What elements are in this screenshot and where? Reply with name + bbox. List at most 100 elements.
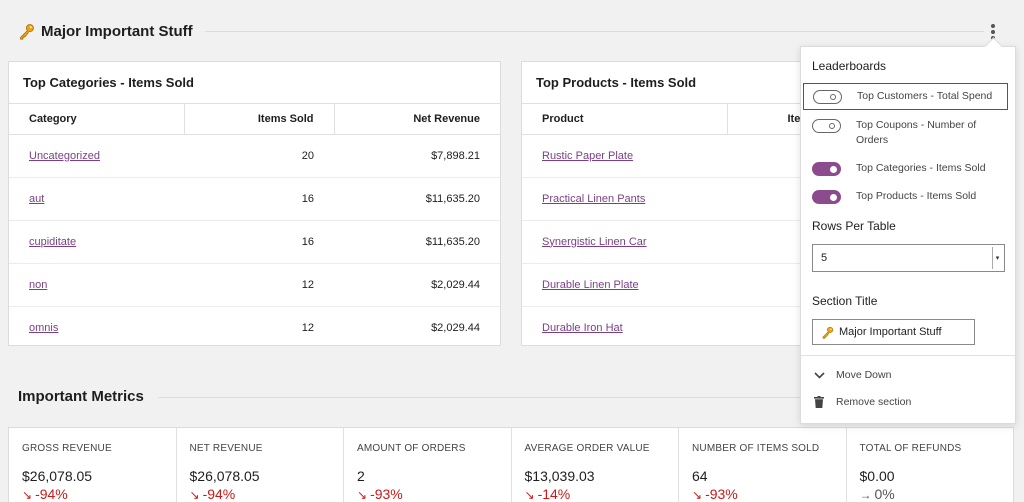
table-row: non 12 $2,029.44 [9, 263, 500, 307]
trend-down-icon: ↘ [524, 488, 535, 502]
net-revenue-cell: $7,898.21 [334, 134, 500, 178]
chevron-down-icon [813, 371, 825, 379]
metric-value: $13,039.03 [524, 468, 595, 484]
column-header-product[interactable]: Product [522, 104, 727, 135]
trend-flat-icon: → [859, 488, 872, 502]
metric-label: Amount of Orders [357, 443, 466, 454]
table-row: Uncategorized 20 $7,898.21 [9, 134, 500, 178]
net-revenue-cell: $11,635.20 [334, 177, 500, 221]
product-link[interactable]: Rustic Paper Plate [542, 149, 634, 162]
items-sold-cell: 16 [184, 177, 334, 221]
column-header-items-sold[interactable]: Items Sold [183, 104, 334, 135]
leaderboard-title: Top Products - Items Sold [522, 62, 1013, 104]
toggle-switch[interactable] [813, 90, 842, 104]
section-divider [205, 31, 984, 32]
category-link[interactable]: cupiditate [29, 235, 77, 248]
table-header-row: Category Items Sold Net Revenue [9, 104, 500, 135]
table-row: cupiditate 16 $11,635.20 [9, 220, 500, 264]
trend-down-icon: ↘ [692, 488, 703, 502]
metric-delta: -93% [370, 486, 403, 502]
metric-amount-of-orders[interactable]: Amount of Orders 2 ↘ -93% [343, 428, 511, 502]
metrics-divider [158, 397, 809, 398]
metric-delta: 0% [874, 486, 895, 502]
section-header: Major Important Stuff [18, 20, 193, 42]
metric-delta: -94% [35, 486, 68, 502]
leaderboard-table: Category Items Sold Net Revenue Uncatego… [9, 104, 500, 345]
toggle-label: Top Customers - Total Spend [857, 90, 993, 102]
move-down-button[interactable]: Move Down [813, 369, 891, 381]
leaderboards-heading: Leaderboards [812, 59, 887, 73]
net-revenue-cell: $2,029.44 [334, 263, 500, 307]
toggle-label: Top Coupons - Number of Orders [856, 119, 977, 146]
metric-net-revenue[interactable]: Net Revenue $26,078.05 ↘ -94% [175, 428, 344, 502]
metric-gross-revenue[interactable]: Gross Revenue $26,078.05 ↘ -94% [9, 428, 176, 502]
section-title-value: Major Important Stuff [839, 326, 942, 338]
metric-label: Average Order Value [524, 443, 650, 454]
toggle-top-products[interactable]: Top Products - Items Sold [803, 184, 1008, 209]
toggle-switch[interactable] [812, 190, 841, 204]
rows-per-table-value: 5 [821, 252, 828, 264]
items-sold-cell: 12 [301, 321, 314, 334]
section-title-heading: Section Title [812, 294, 878, 308]
metrics-summary: Gross Revenue $26,078.05 ↘ -94% Net Reven… [8, 427, 1014, 502]
column-header-category[interactable]: Category [9, 104, 184, 135]
metric-number-of-items-sold[interactable]: Number of Items Sold 64 ↘ -93% [678, 428, 846, 502]
section-title-input[interactable]: Major Important Stuff [812, 319, 975, 345]
toggle-top-categories[interactable]: Top Categories - Items Sold [803, 156, 1008, 181]
product-link[interactable]: Practical Linen Pants [542, 192, 646, 205]
toggle-switch[interactable] [812, 162, 841, 176]
leaderboard-top-categories: Top Categories - Items Sold Category Ite… [8, 61, 501, 346]
metric-average-order-value[interactable]: Average Order Value $13,039.03 ↘ -14% [510, 428, 679, 502]
items-sold-cell: 16 [184, 220, 334, 264]
rows-per-table-heading: Rows Per Table [812, 219, 896, 233]
table-row: omnis 12 $2,029.44 [9, 306, 500, 345]
move-down-label: Move Down [836, 369, 892, 381]
section-title: Major Important Stuff [41, 22, 193, 40]
metrics-section-title: Important Metrics [18, 388, 144, 405]
select-arrows-icon: ▾ [992, 247, 1002, 269]
metric-label: Number of Items Sold [692, 443, 820, 454]
toggle-switch[interactable] [812, 119, 841, 133]
toggle-label: Top Categories - Items Sold [856, 162, 986, 174]
net-revenue-cell: $2,029.44 [431, 321, 480, 334]
metric-value: $26,078.05 [22, 468, 93, 484]
metric-value: 2 [357, 468, 365, 484]
metric-delta: -93% [705, 486, 738, 502]
net-revenue-cell: $11,635.20 [334, 220, 500, 264]
items-sold-cell: 12 [184, 263, 334, 307]
toggle-label: Top Products - Items Sold [856, 190, 977, 202]
section-settings-popover: Leaderboards Top Customers - Total Spend… [800, 46, 1016, 424]
metric-value: 64 [692, 468, 708, 484]
metric-label: Gross Revenue [22, 443, 112, 454]
metric-total-of-refunds[interactable]: Total of Refunds $0.00 → 0% [845, 428, 1014, 502]
key-icon [20, 23, 34, 40]
metric-delta: -94% [202, 486, 236, 502]
toggle-top-coupons[interactable]: Top Coupons - Number of Orders [803, 113, 1008, 153]
category-link[interactable]: aut [29, 192, 45, 205]
product-link[interactable]: Durable Iron Hat [542, 321, 623, 334]
metric-label: Net Revenue [189, 443, 263, 454]
toggle-top-customers[interactable]: Top Customers - Total Spend [803, 83, 1008, 110]
category-link[interactable]: omnis [29, 321, 59, 334]
metric-value: $0.00 [859, 468, 895, 484]
remove-section-button[interactable]: Remove section [813, 396, 911, 408]
remove-section-label: Remove section [836, 396, 912, 408]
leaderboard-title: Top Categories - Items Sold [9, 62, 500, 104]
trash-icon [813, 396, 825, 408]
category-link[interactable]: Uncategorized [29, 149, 100, 162]
trend-down-icon: ↘ [22, 488, 33, 502]
table-row: aut 16 $11,635.20 [9, 177, 500, 221]
metric-delta: -14% [537, 486, 571, 502]
trend-down-icon: ↘ [189, 488, 200, 502]
key-icon [822, 326, 834, 339]
popover-divider [801, 355, 1015, 356]
product-link[interactable]: Durable Linen Plate [542, 278, 639, 291]
trend-down-icon: ↘ [357, 488, 368, 502]
items-sold-cell: 20 [184, 134, 334, 178]
column-header-net-revenue[interactable]: Net Revenue [333, 104, 500, 135]
rows-per-table-select[interactable]: 5 ▾ [812, 244, 1005, 272]
metric-label: Total of Refunds [859, 443, 962, 454]
product-link[interactable]: Synergistic Linen Car [542, 235, 647, 248]
category-link[interactable]: non [29, 278, 48, 291]
table-row: Durable Iron Hat [522, 306, 1013, 345]
